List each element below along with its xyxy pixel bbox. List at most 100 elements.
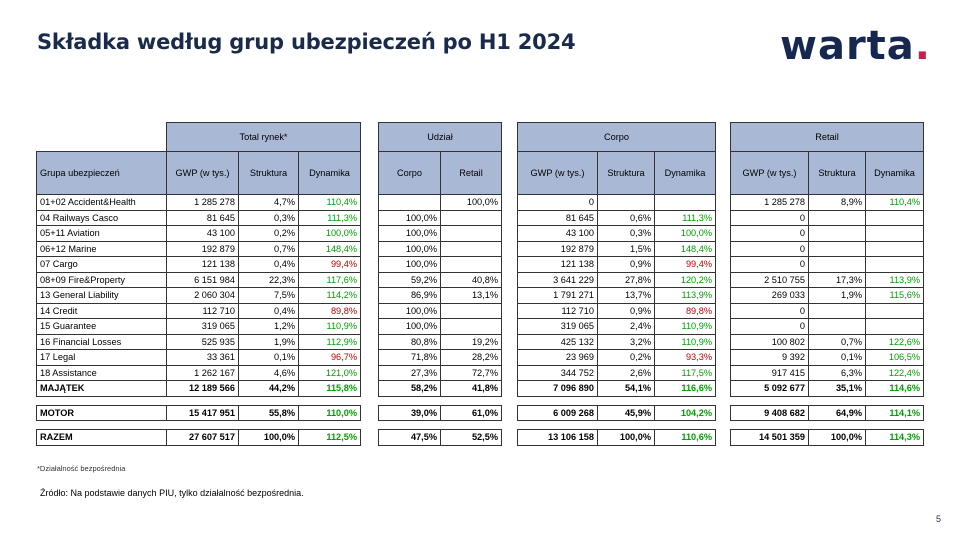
page-number: 5 bbox=[936, 514, 942, 524]
cell-r-str bbox=[808, 302, 866, 319]
cell-c-gwp: 6 009 268 bbox=[517, 404, 598, 421]
cell-u-c bbox=[378, 194, 441, 211]
cell-r-dyn bbox=[865, 240, 924, 257]
cell-t-dyn: 89,8% bbox=[298, 302, 361, 319]
cell-t-str: 1,9% bbox=[238, 333, 299, 350]
header-total-dynamika: Dynamika bbox=[298, 151, 361, 195]
cell-u-r bbox=[440, 318, 502, 335]
cell-c-str: 0,3% bbox=[597, 225, 655, 242]
cell-r-dyn bbox=[865, 302, 924, 319]
cell-t-gwp: 1 262 167 bbox=[166, 364, 239, 381]
cell-name: 15 Guarantee bbox=[36, 318, 167, 335]
cell-r-str: 1,9% bbox=[808, 287, 866, 304]
cell-c-str: 27,8% bbox=[597, 271, 655, 288]
table-row: MOTOR 15 417 951 55,8% 110,0% 39,0% 61,0% 6 00… bbox=[36, 404, 924, 421]
cell-r-str bbox=[808, 318, 866, 335]
cell-t-dyn: 115,8% bbox=[298, 380, 361, 397]
cell-t-dyn: 100,0% bbox=[298, 225, 361, 242]
cell-c-dyn: 99,4% bbox=[654, 256, 716, 273]
cell-t-dyn: 112,5% bbox=[298, 429, 361, 446]
table-row: MAJĄTEK 12 189 566 44,2% 115,8% 58,2% 41,8% 7 … bbox=[36, 380, 924, 397]
cell-t-str: 7,5% bbox=[238, 287, 299, 304]
cell-u-c: 39,0% bbox=[378, 404, 441, 421]
cell-r-gwp: 14 501 359 bbox=[730, 429, 809, 446]
cell-u-r: 40,8% bbox=[440, 271, 502, 288]
cell-r-str bbox=[808, 240, 866, 257]
cell-name: 14 Credit bbox=[36, 302, 167, 319]
cell-c-dyn: 111,3% bbox=[654, 209, 716, 226]
cell-r-gwp: 9 408 682 bbox=[730, 404, 809, 421]
table-row: 13 General Liability 2 060 304 7,5% 114,2% 8… bbox=[36, 287, 924, 304]
warta-logo: warta. bbox=[780, 24, 931, 68]
header-total-gwp: GWP (w tys.) bbox=[166, 151, 239, 195]
cell-r-gwp: 2 510 755 bbox=[730, 271, 809, 288]
cell-r-dyn: 113,9% bbox=[865, 271, 924, 288]
cell-c-dyn: 100,0% bbox=[654, 225, 716, 242]
cell-u-r bbox=[440, 240, 502, 257]
cell-t-dyn: 148,4% bbox=[298, 240, 361, 257]
cell-r-str bbox=[808, 209, 866, 226]
cell-c-dyn: 120,2% bbox=[654, 271, 716, 288]
cell-c-str bbox=[597, 194, 655, 211]
cell-c-str: 0,9% bbox=[597, 256, 655, 273]
spacer-row bbox=[37, 421, 924, 430]
table-row: 07 Cargo 121 138 0,4% 99,4% 100,0% 121 138 0,9… bbox=[36, 256, 924, 273]
cell-c-gwp: 1 791 271 bbox=[517, 287, 598, 304]
cell-t-str: 4,6% bbox=[238, 364, 299, 381]
table-row: 04 Railways Casco 81 645 0,3% 111,3% 100,0% 8… bbox=[36, 209, 924, 226]
header-udzial-corpo: Corpo bbox=[378, 151, 441, 195]
cell-c-gwp: 425 132 bbox=[517, 333, 598, 350]
header-corpo-dynamika: Dynamika bbox=[654, 151, 716, 195]
cell-t-gwp: 121 138 bbox=[166, 256, 239, 273]
cell-r-gwp: 0 bbox=[730, 225, 809, 242]
cell-t-gwp: 43 100 bbox=[166, 225, 239, 242]
cell-c-dyn: 117,5% bbox=[654, 364, 716, 381]
table-row: 15 Guarantee 319 065 1,2% 110,9% 100,0% 319 0… bbox=[36, 318, 924, 335]
cell-r-dyn: 106,5% bbox=[865, 349, 924, 366]
cell-u-r: 100,0% bbox=[440, 194, 502, 211]
cell-c-str: 3,2% bbox=[597, 333, 655, 350]
cell-c-gwp: 344 752 bbox=[517, 364, 598, 381]
premium-table-wrapper: Total rynek* Udział Corpo Retail Grupa u… bbox=[36, 122, 924, 446]
cell-r-gwp: 0 bbox=[730, 318, 809, 335]
cell-r-dyn bbox=[865, 209, 924, 226]
cell-r-dyn: 114,6% bbox=[865, 380, 924, 397]
cell-name: MOTOR bbox=[36, 404, 167, 421]
cell-u-r: 52,5% bbox=[440, 429, 502, 446]
cell-t-dyn: 96,7% bbox=[298, 349, 361, 366]
cell-t-str: 0,7% bbox=[238, 240, 299, 257]
cell-u-r: 28,2% bbox=[440, 349, 502, 366]
logo-dot: . bbox=[914, 23, 931, 69]
cell-r-gwp: 0 bbox=[730, 302, 809, 319]
cell-u-c: 86,9% bbox=[378, 287, 441, 304]
cell-r-str: 0,1% bbox=[808, 349, 866, 366]
cell-c-str: 2,4% bbox=[597, 318, 655, 335]
cell-c-gwp: 0 bbox=[517, 194, 598, 211]
cell-u-r: 72,7% bbox=[440, 364, 502, 381]
cell-c-dyn: 116,6% bbox=[654, 380, 716, 397]
cell-t-dyn: 117,6% bbox=[298, 271, 361, 288]
cell-t-dyn: 112,9% bbox=[298, 333, 361, 350]
cell-u-r bbox=[440, 225, 502, 242]
cell-c-str: 100,0% bbox=[597, 429, 655, 446]
cell-r-str bbox=[808, 256, 866, 273]
header-total: Total rynek* bbox=[166, 122, 361, 152]
footnote: *Działalność bezpośrednia bbox=[37, 464, 126, 473]
cell-t-gwp: 525 935 bbox=[166, 333, 239, 350]
table-row: 17 Legal 33 361 0,1% 96,7% 71,8% 28,2% 23 969 0… bbox=[36, 349, 924, 366]
cell-t-gwp: 319 065 bbox=[166, 318, 239, 335]
header-retail-struktura: Struktura bbox=[808, 151, 866, 195]
cell-name: RAZEM bbox=[36, 429, 167, 446]
cell-u-r: 41,8% bbox=[440, 380, 502, 397]
cell-t-str: 1,2% bbox=[238, 318, 299, 335]
cell-r-dyn: 114,3% bbox=[865, 429, 924, 446]
cell-r-str: 100,0% bbox=[808, 429, 866, 446]
cell-u-r bbox=[440, 209, 502, 226]
header-corpo-struktura: Struktura bbox=[597, 151, 655, 195]
cell-c-str: 13,7% bbox=[597, 287, 655, 304]
cell-r-dyn: 110,4% bbox=[865, 194, 924, 211]
table-row: RAZEM 27 607 517 100,0% 112,5% 47,5% 52,5% 13 … bbox=[36, 429, 924, 446]
cell-u-c: 100,0% bbox=[378, 240, 441, 257]
cell-t-str: 0,3% bbox=[238, 209, 299, 226]
cell-t-gwp: 81 645 bbox=[166, 209, 239, 226]
